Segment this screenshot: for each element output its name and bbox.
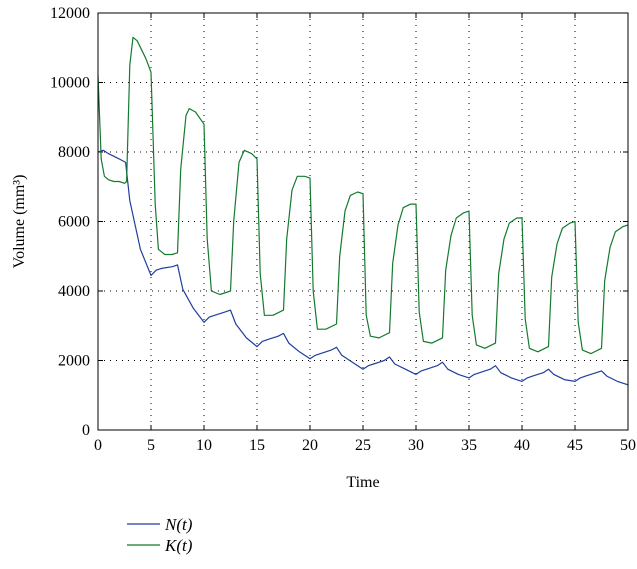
legend-label: N(t) (164, 515, 193, 534)
x-tick-label: 0 (94, 437, 102, 454)
grid (98, 13, 628, 430)
x-tick-label: 45 (567, 437, 583, 454)
x-tick-label: 40 (514, 437, 530, 454)
y-tick-label: 2000 (58, 353, 90, 370)
y-tick-label: 6000 (58, 214, 90, 231)
y-tick-label: 8000 (58, 144, 90, 161)
y-axis-label: Volume (mm³) (11, 175, 28, 269)
y-tick-label: 10000 (50, 75, 90, 92)
y-tick-label: 4000 (58, 283, 90, 300)
x-tick-label: 30 (408, 437, 424, 454)
axis-ticks: 0 5 10 15 20 25 30 35 40 45 50 0 2000 4000 6000 8000 100… (50, 5, 636, 454)
y-tick-label: 0 (82, 422, 90, 439)
legend-label: K(t) (164, 536, 193, 555)
series-lines (97, 36, 629, 386)
x-tick-label: 5 (147, 437, 155, 454)
x-tick-label: 25 (355, 437, 371, 454)
y-tick-label: 12000 (50, 5, 90, 22)
plot-frame (97, 12, 629, 431)
x-tick-label: 35 (461, 437, 477, 454)
x-tick-label: 15 (249, 437, 265, 454)
series-line-n (97, 149, 629, 386)
x-tick-label: 50 (620, 437, 636, 454)
series-line-k (97, 36, 629, 355)
x-tick-label: 20 (302, 437, 318, 454)
legend: N(t) K(t) (127, 515, 193, 555)
x-tick-label: 10 (196, 437, 212, 454)
x-axis-label: Time (346, 474, 379, 491)
